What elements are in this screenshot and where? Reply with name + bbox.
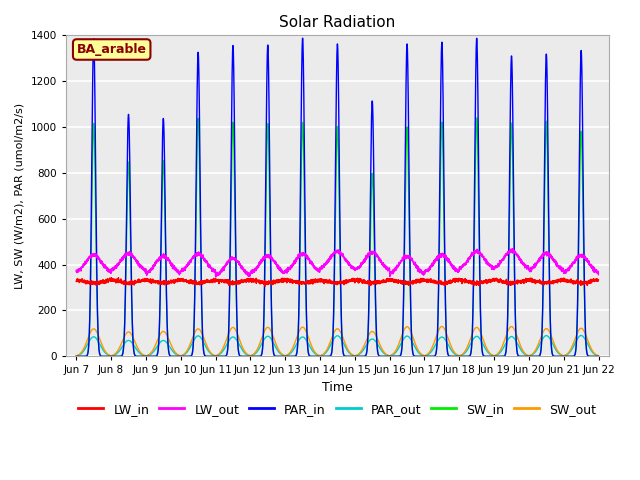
LW_out [454, 268, 462, 274]
LW_out [212, 274, 220, 280]
LW_out [72, 267, 80, 273]
SW_in [426, 353, 433, 359]
PAR_in [426, 353, 433, 359]
SW_in [351, 353, 358, 359]
PAR_in [299, 36, 307, 41]
SW_in [454, 353, 462, 359]
Line: PAR_out: PAR_out [76, 336, 598, 356]
PAR_out [484, 349, 492, 355]
PAR_out [142, 353, 150, 359]
Line: SW_in: SW_in [76, 118, 598, 356]
X-axis label: Time: Time [322, 381, 353, 394]
LW_in [261, 283, 269, 289]
PAR_in [166, 353, 174, 359]
Line: SW_out: SW_out [76, 326, 598, 356]
LW_in [595, 277, 602, 283]
PAR_out [426, 351, 433, 357]
Line: LW_out: LW_out [76, 248, 598, 277]
PAR_out [594, 353, 602, 359]
Title: Solar Radiation: Solar Radiation [279, 15, 396, 30]
SW_out [426, 349, 433, 355]
SW_out [166, 340, 174, 346]
PAR_out [595, 353, 602, 359]
SW_out [594, 353, 602, 359]
PAR_in [72, 353, 80, 359]
PAR_out [72, 353, 80, 359]
SW_out [595, 353, 602, 359]
LW_out [595, 272, 602, 277]
Legend: LW_in, LW_out, PAR_in, PAR_out, SW_in, SW_out: LW_in, LW_out, PAR_in, PAR_out, SW_in, S… [74, 398, 602, 420]
SW_out [454, 352, 462, 358]
PAR_in [594, 353, 602, 359]
PAR_in [142, 353, 150, 359]
LW_in [166, 279, 174, 285]
PAR_in [595, 353, 602, 359]
Line: LW_in: LW_in [76, 277, 598, 286]
PAR_in [484, 353, 492, 359]
SW_in [72, 353, 80, 359]
SW_in [594, 353, 602, 359]
LW_in [318, 279, 326, 285]
LW_out [594, 269, 602, 275]
LW_in [108, 275, 115, 280]
PAR_out [454, 353, 462, 359]
LW_out [509, 245, 517, 251]
LW_out [166, 259, 174, 264]
SW_out [72, 353, 80, 359]
SW_out [318, 352, 326, 358]
LW_out [318, 264, 326, 269]
LW_out [426, 267, 433, 273]
LW_in [454, 278, 462, 284]
PAR_in [318, 353, 326, 359]
LW_in [72, 278, 80, 284]
SW_out [484, 348, 492, 353]
SW_out [108, 353, 115, 359]
Line: PAR_in: PAR_in [76, 38, 598, 356]
PAR_out [166, 345, 174, 350]
Y-axis label: LW, SW (W/m2), PAR (umol/m2/s): LW, SW (W/m2), PAR (umol/m2/s) [15, 103, 25, 289]
LW_in [594, 278, 602, 284]
SW_in [473, 115, 481, 121]
Text: BA_arable: BA_arable [77, 43, 147, 56]
SW_in [166, 353, 174, 359]
PAR_out [318, 353, 326, 359]
PAR_out [577, 333, 585, 338]
LW_out [484, 262, 492, 268]
SW_out [438, 324, 445, 329]
PAR_in [454, 353, 462, 359]
LW_in [426, 277, 433, 283]
SW_in [484, 353, 492, 359]
SW_in [317, 353, 325, 359]
SW_in [595, 353, 602, 359]
LW_in [484, 278, 492, 284]
